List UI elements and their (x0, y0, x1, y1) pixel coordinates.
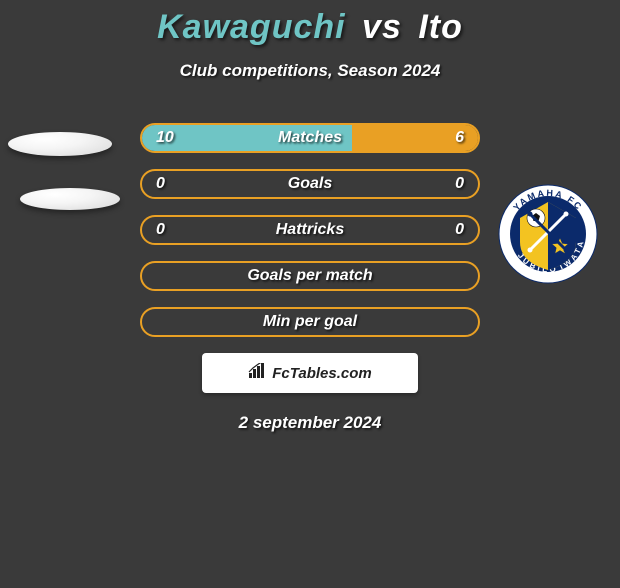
stat-label: Goals per match (247, 267, 372, 285)
attribution-box: FcTables.com (202, 353, 418, 393)
subtitle: Club competitions, Season 2024 (0, 61, 620, 81)
stat-value-left: 0 (156, 221, 165, 239)
bars-icon (248, 363, 268, 384)
stat-value-right: 0 (455, 175, 464, 193)
vs-text: vs (362, 8, 402, 46)
player2-name: Ito (418, 8, 463, 46)
stat-row: Min per goal (140, 307, 480, 337)
stat-row: Matches 10 6 (140, 123, 480, 153)
attribution-text: FcTables.com (272, 365, 371, 382)
stat-row: Goals 0 0 (140, 169, 480, 199)
stat-label: Hattricks (276, 221, 344, 239)
stat-value-right: 0 (455, 221, 464, 239)
comparison-title: Kawaguchi vs Ito (0, 8, 620, 47)
stat-value-left: 0 (156, 175, 165, 193)
player-photo-placeholder (20, 188, 120, 210)
club-badge: YAMAHA FC JUBILO IWATA (498, 184, 598, 284)
stat-label: Min per goal (263, 313, 357, 331)
stat-value-left: 10 (156, 129, 174, 147)
stat-row: Hattricks 0 0 (140, 215, 480, 245)
player-photo-placeholder (8, 132, 112, 156)
player1-name: Kawaguchi (157, 8, 345, 46)
stat-label: Goals (288, 175, 332, 193)
date-text: 2 september 2024 (0, 413, 620, 433)
stat-label: Matches (278, 129, 342, 147)
stat-row: Goals per match (140, 261, 480, 291)
stat-value-right: 6 (455, 129, 464, 147)
